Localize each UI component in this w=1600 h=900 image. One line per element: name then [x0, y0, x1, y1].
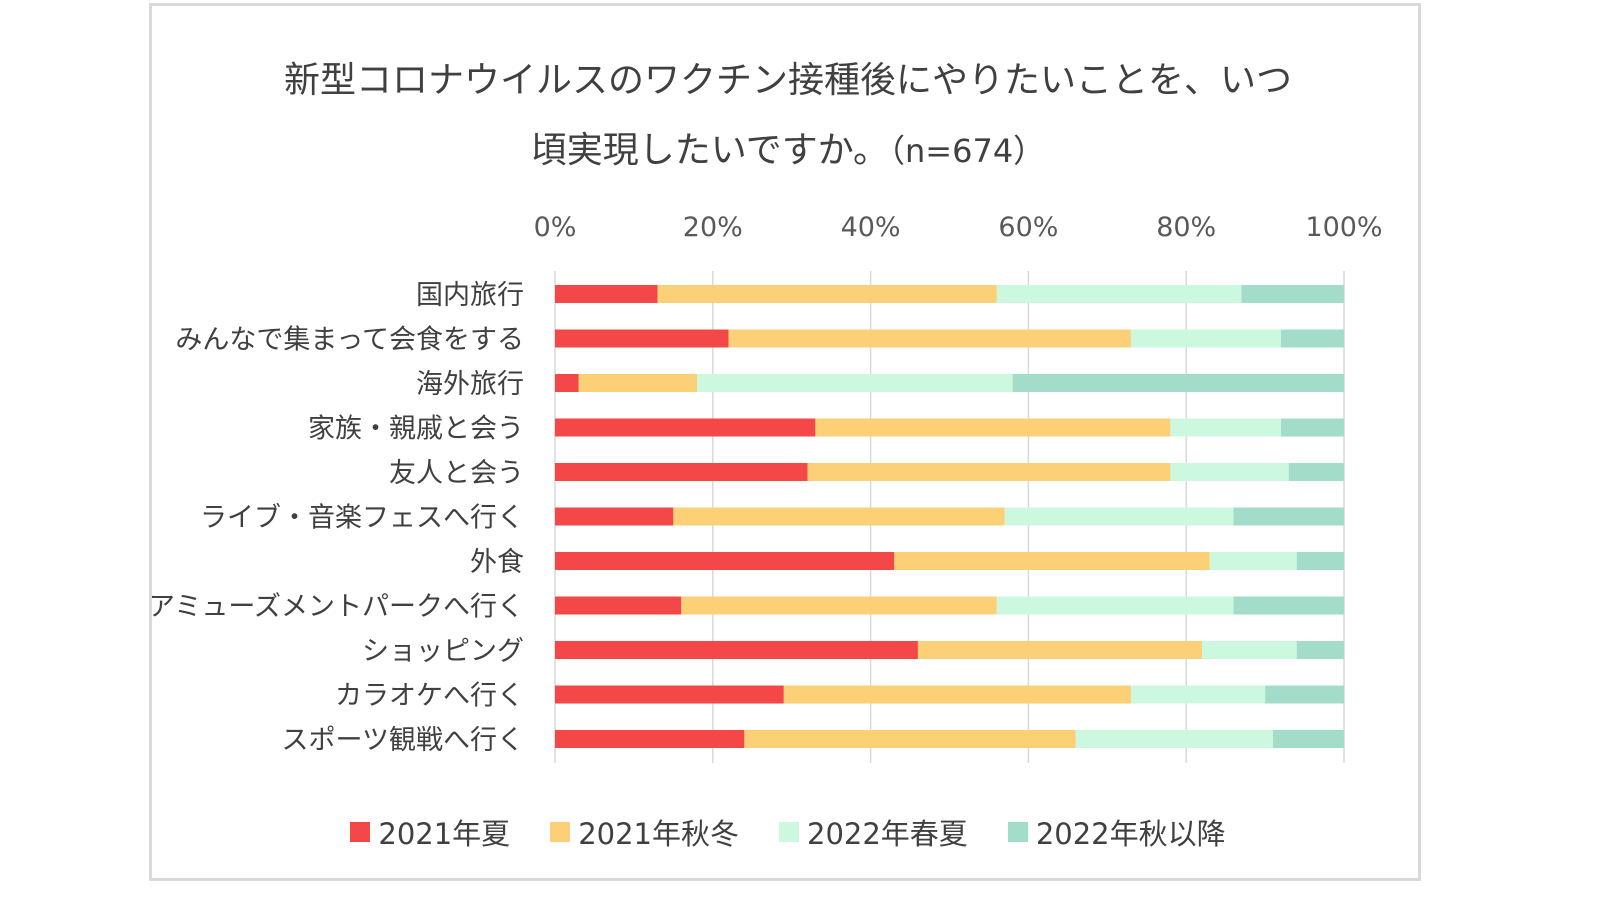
category-label: ショッピング [362, 636, 524, 667]
legend-swatch [779, 822, 799, 842]
bar-segment [681, 596, 997, 615]
bar-segment [917, 641, 1202, 659]
bar-segment [555, 730, 745, 748]
bar-segment [555, 329, 729, 348]
bar-segment [1241, 285, 1344, 303]
bar-segment [1280, 329, 1344, 348]
bar-segment [1288, 463, 1344, 481]
legend-item: 2021年夏 [350, 811, 510, 853]
legend-item: 2022年秋以降 [1007, 811, 1226, 853]
bar-segment [815, 418, 1171, 437]
bar-segment [555, 285, 658, 303]
bar-segment [996, 285, 1242, 303]
bar-segment [555, 685, 784, 704]
bar-segment [555, 552, 895, 570]
legend-label: 2022年春夏 [807, 817, 968, 851]
category-label: 家族・親戚と会う [308, 414, 524, 445]
bar-segment [1075, 730, 1273, 748]
bar-segment [807, 463, 1171, 481]
chart-title-line1: 新型コロナウイルスのワクチン接種後にやりたいことを、いつ [283, 60, 1292, 101]
bar-segment [744, 730, 1076, 748]
bar-segment [1233, 596, 1344, 615]
chart-title-line2-wrap: 頃実現したいですか。（n=674） [152, 116, 1424, 186]
bar-segment [555, 418, 816, 437]
bar-segment [1209, 552, 1297, 570]
legend-item: 2022年春夏 [779, 811, 968, 853]
bar-segment [1012, 374, 1344, 392]
bar-segment [1201, 641, 1297, 659]
chart-frame: 新型コロナウイルスのワクチン接種後にやりたいことを、いつ 頃実現したいですか。（… [149, 3, 1421, 881]
category-label: 国内旅行 [416, 280, 524, 311]
x-tick-label: 100% [1305, 212, 1382, 243]
bar-segment [555, 507, 674, 526]
legend-label: 2021年秋冬 [578, 817, 739, 851]
legend-label: 2022年秋以降 [1035, 817, 1226, 851]
x-tick-label: 20% [683, 212, 743, 243]
bar-segment [783, 685, 1131, 704]
bar-segment [894, 552, 1210, 570]
category-label: スポーツ観戦へ行く [282, 725, 524, 756]
bar-segment [578, 374, 698, 392]
bar-segment [1272, 730, 1344, 748]
bar-segment [1130, 685, 1266, 704]
bar-segment [555, 641, 918, 659]
bar-segment [1296, 552, 1344, 570]
category-label: みんなで集まって会食をする [175, 325, 524, 356]
x-tick-label: 0% [534, 212, 577, 243]
bar-segment [657, 285, 997, 303]
category-label: アミューズメントパークへ行く [152, 592, 524, 623]
bar-segment [1130, 329, 1281, 348]
bar-segment [697, 374, 1013, 392]
category-label: 外食 [470, 547, 524, 578]
category-label: 海外旅行 [416, 369, 524, 400]
bar-segment [1296, 641, 1344, 659]
chart-title: 新型コロナウイルスのワクチン接種後にやりたいことを、いつ 頃実現したいですか。（… [152, 46, 1424, 186]
x-tick-label: 60% [998, 212, 1058, 243]
legend: 2021年夏 2021年秋冬 2022年春夏 2022年秋以降 [152, 811, 1424, 853]
bar-segment [555, 463, 808, 481]
x-tick-label: 80% [1156, 212, 1216, 243]
legend-swatch [1007, 822, 1028, 842]
bar-segment [673, 507, 1005, 526]
bar-segment [1265, 685, 1344, 704]
legend-label: 2021年夏 [378, 817, 511, 851]
bar-segment [996, 596, 1234, 615]
plot-area: 0% 20% 40% 60% 80% 100% 国内旅行みんなで集まって会食をする海外旅行家… [152, 212, 1383, 763]
bar-segment [555, 374, 579, 392]
legend-swatch [350, 822, 371, 842]
bar-segment [1170, 418, 1281, 437]
category-label: 友人と会う [389, 458, 524, 489]
chart-sample-size: （n=674） [889, 132, 1046, 170]
bar-segment [1170, 463, 1289, 481]
legend-item: 2021年秋冬 [550, 811, 739, 853]
bar-segment [1233, 507, 1344, 526]
legend-swatch [550, 822, 571, 842]
bar-segment [1280, 418, 1344, 437]
bar-segment [555, 596, 682, 615]
chart-title-line2: 頃実現したいですか。 [530, 130, 889, 171]
bar-segment [1004, 507, 1234, 526]
category-label: ライブ・音楽フェスへ行く [200, 503, 524, 534]
category-label: カラオケへ行く [335, 681, 524, 712]
x-tick-label: 40% [841, 212, 901, 243]
bar-segment [728, 329, 1131, 348]
